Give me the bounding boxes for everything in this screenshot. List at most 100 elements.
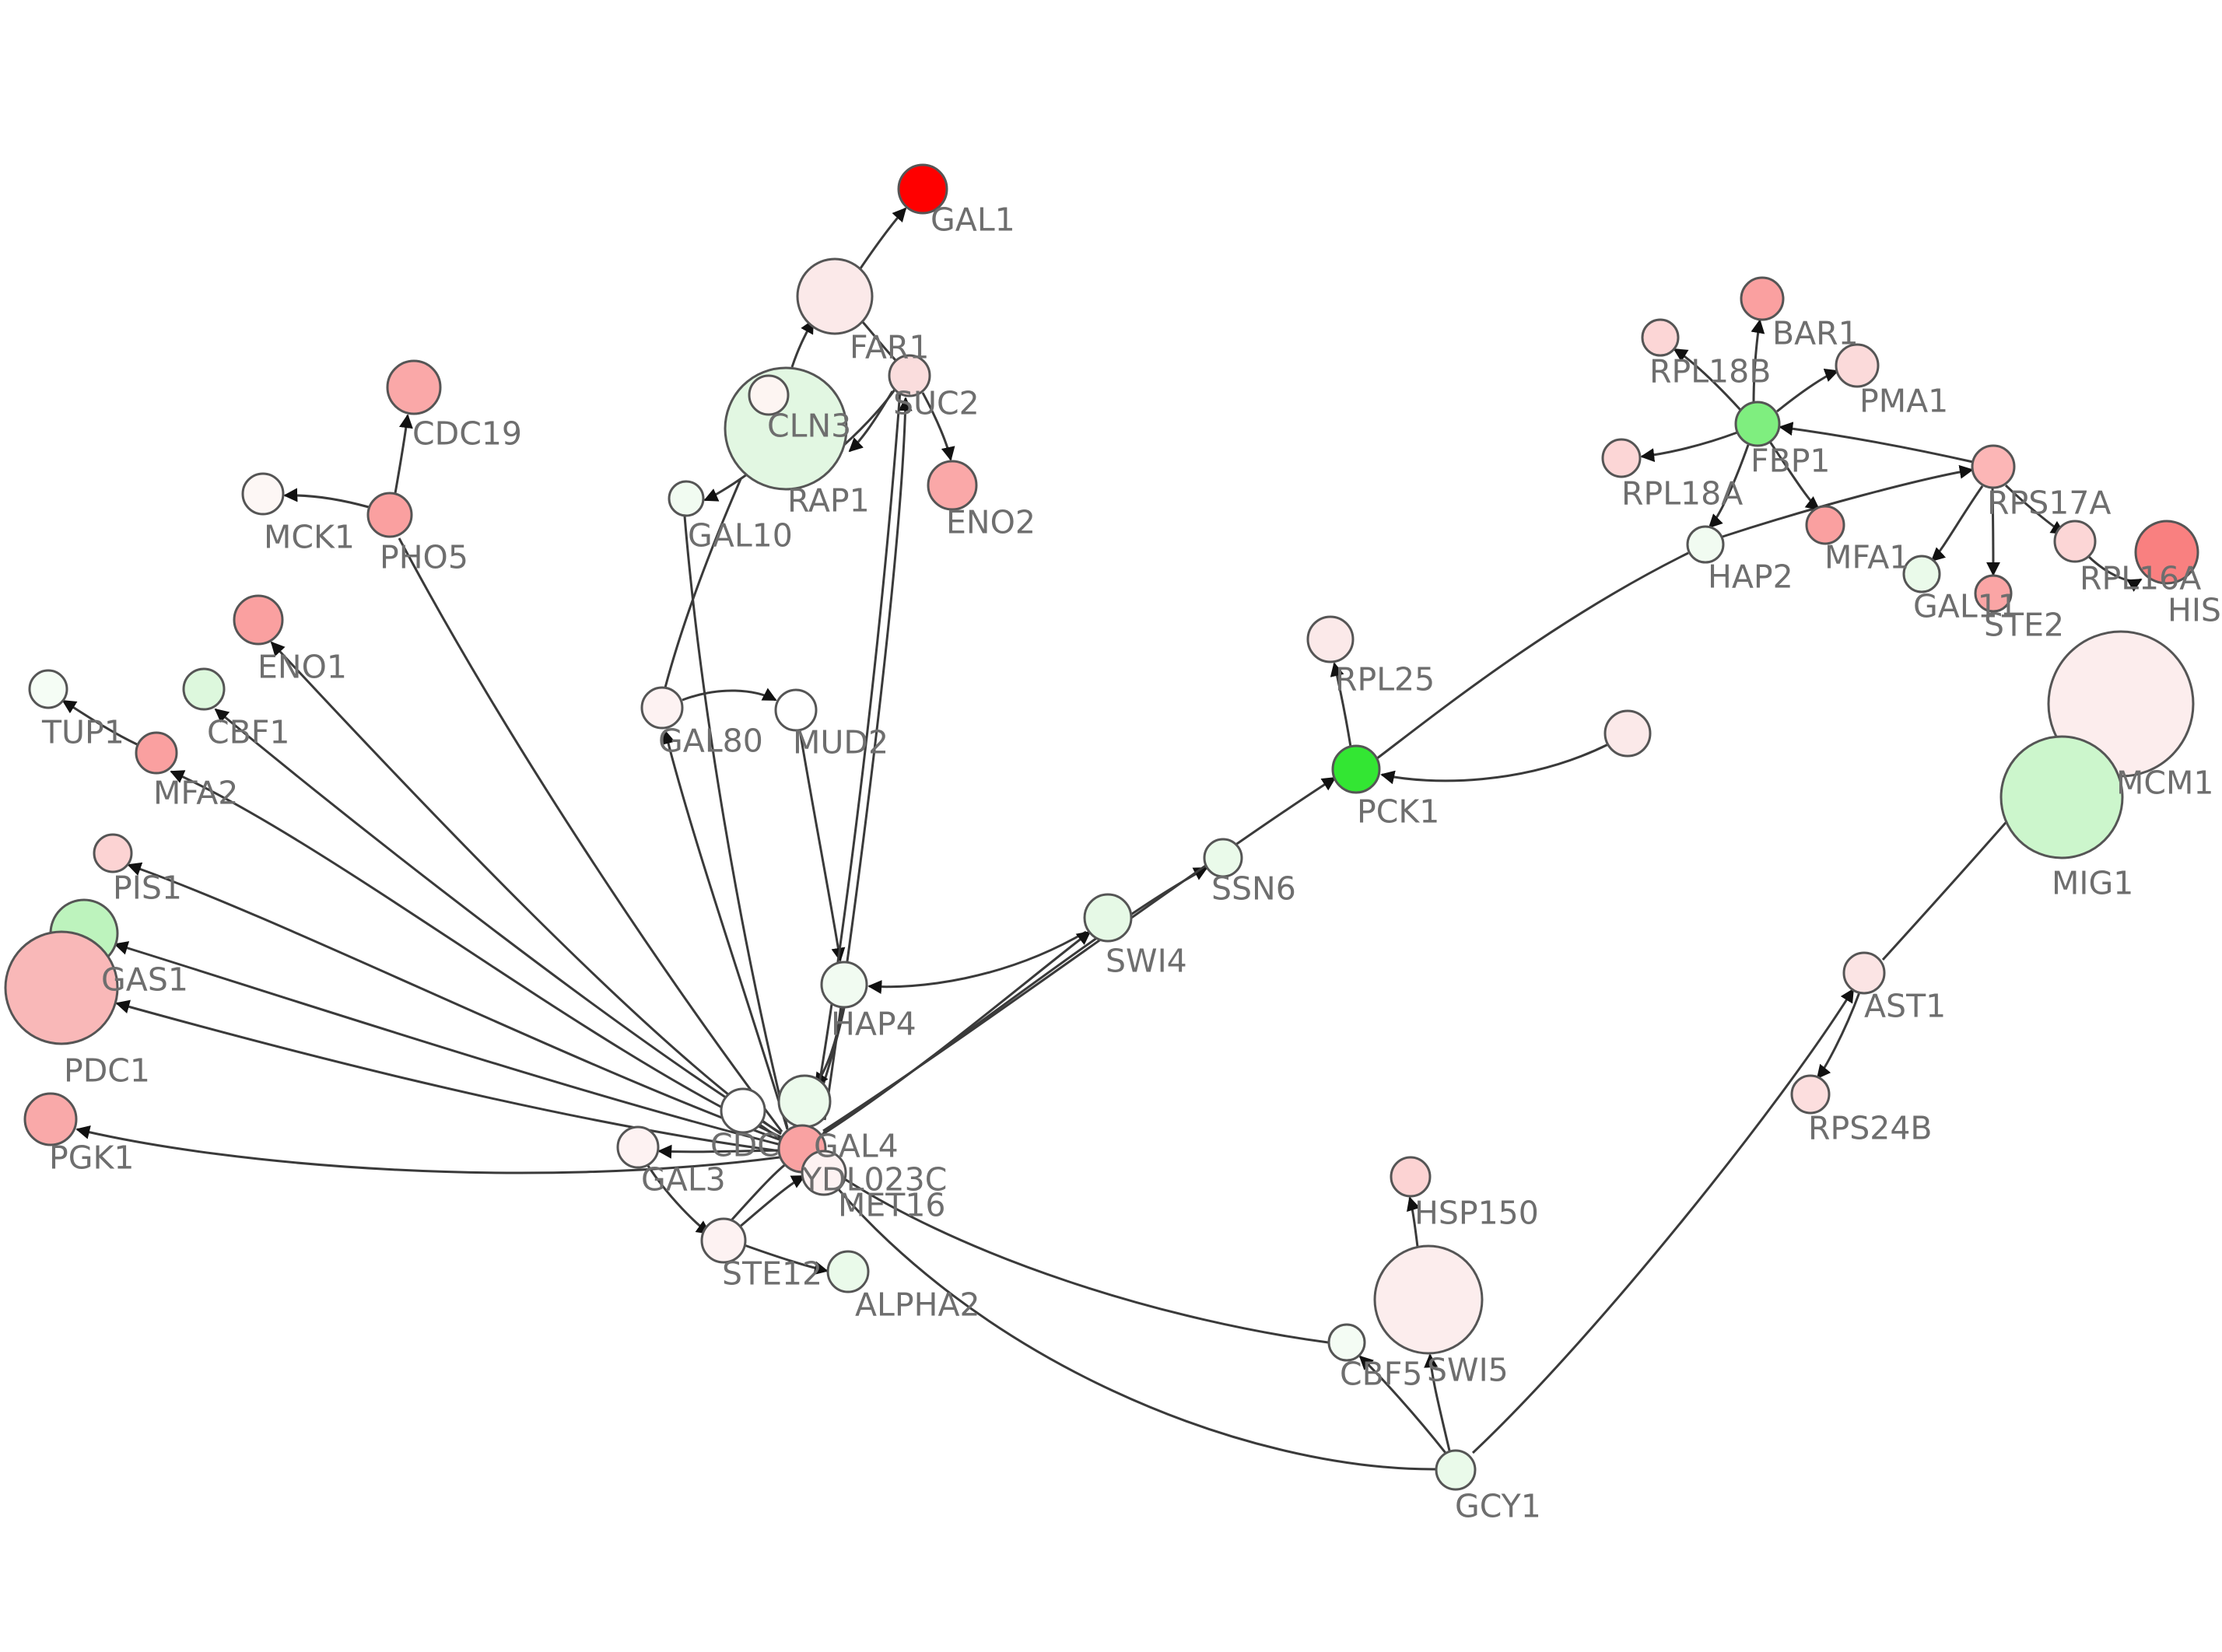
graph-node-alpha2[interactable]	[826, 1250, 870, 1293]
graph-node-unlabeled_1[interactable]	[1603, 709, 1652, 758]
node-label-cdc: CDC	[710, 1126, 780, 1164]
graph-edge	[817, 1164, 1436, 1471]
graph-node-his4[interactable]	[2134, 520, 2199, 585]
graph-node-ssn6[interactable]	[1203, 838, 1243, 878]
graph-node-ste2[interactable]	[1974, 574, 2013, 613]
graph-edge	[867, 930, 1087, 995]
graph-node-mfa2[interactable]	[135, 731, 178, 775]
node-label-met16: MET16	[838, 1186, 946, 1223]
graph-node-rpl18a[interactable]	[1601, 438, 1642, 478]
node-label-gal11: GAL11	[1913, 587, 2018, 625]
graph-edge	[683, 516, 789, 1129]
graph-node-eno2[interactable]	[927, 460, 978, 511]
graph-edge	[283, 488, 370, 509]
graph-node-gal10[interactable]	[668, 480, 705, 517]
graph-edge	[682, 688, 777, 702]
graph-node-mck1[interactable]	[241, 472, 285, 516]
graph-node-pdc1[interactable]	[4, 930, 119, 1045]
node-label-gal10: GAL10	[688, 516, 793, 554]
graph-node-bar1[interactable]	[1740, 276, 1785, 321]
graph-node-cbf1[interactable]	[182, 667, 226, 711]
graph-node-pis1[interactable]	[93, 833, 133, 873]
graph-node-suc2[interactable]	[888, 354, 931, 397]
graph-edge	[398, 537, 783, 1132]
node-label-far1: FAR1	[850, 328, 929, 366]
graph-node-ast1[interactable]	[1842, 951, 1886, 995]
node-label-hsp150: HSP150	[1414, 1194, 1539, 1231]
graph-edge	[1708, 444, 1750, 529]
graph-edge	[115, 999, 781, 1153]
graph-node-ste12[interactable]	[700, 1217, 747, 1264]
graph-node-hsp150[interactable]	[1390, 1156, 1432, 1198]
node-label-ste2: STE2	[1984, 606, 2064, 643]
graph-node-rpl25[interactable]	[1306, 615, 1355, 663]
graph-node-cdc19[interactable]	[386, 359, 442, 415]
graph-node-rps24b[interactable]	[1790, 1074, 1831, 1115]
graph-edge	[790, 319, 815, 368]
node-label-gal1: GAL1	[931, 201, 1015, 238]
graph-edge	[1673, 348, 1742, 411]
graph-node-swi4[interactable]	[1083, 893, 1133, 943]
graph-node-gal11[interactable]	[1902, 555, 1941, 593]
node-label-his4: HIS4	[2168, 591, 2222, 628]
graph-node-gal3[interactable]	[616, 1125, 660, 1169]
graph-node-gal80[interactable]	[640, 686, 684, 730]
graph-edge	[921, 392, 955, 461]
node-label-rap1: RAP1	[787, 481, 870, 519]
graph-edge	[127, 862, 782, 1142]
graph-node-cln3_inner[interactable]	[748, 374, 790, 416]
graph-edge	[1376, 551, 1689, 760]
graph-node-mig1[interactable]	[1999, 735, 2124, 859]
graph-edge	[214, 708, 782, 1135]
graph-node-mud2[interactable]	[774, 688, 818, 732]
nodes-layer	[4, 163, 2199, 1491]
node-label-pck1: PCK1	[1357, 793, 1439, 830]
graph-edge	[1471, 988, 1855, 1454]
graph-node-eno1[interactable]	[233, 594, 284, 646]
graph-edge	[394, 414, 413, 494]
graph-node-ydl023c[interactable]	[801, 1150, 847, 1196]
node-label-rps24b: RPS24B	[1808, 1109, 1933, 1146]
graph-edge	[730, 1160, 790, 1222]
graph-node-hap2[interactable]	[1686, 525, 1725, 564]
graph-edge	[657, 1144, 780, 1159]
graph-edge	[1358, 1355, 1447, 1454]
graph-node-cdc[interactable]	[720, 1087, 766, 1134]
graph-edge	[1424, 1353, 1451, 1451]
node-label-pma1: PMA1	[1859, 382, 1948, 419]
node-label-rpl16a: RPL16A	[2080, 559, 2201, 597]
graph-node-pck1[interactable]	[1331, 744, 1381, 794]
node-label-mfa1: MFA1	[1824, 538, 1909, 576]
graph-node-gcy1[interactable]	[1435, 1449, 1477, 1491]
graph-edge	[848, 390, 894, 453]
node-label-alpha2: ALPHA2	[855, 1286, 980, 1323]
graph-edge	[703, 473, 748, 502]
graph-node-gal1[interactable]	[897, 163, 948, 215]
graph-node-gal4_up[interactable]	[777, 1074, 832, 1129]
graph-node-rpl16a[interactable]	[2053, 520, 2097, 563]
graph-node-swi5[interactable]	[1373, 1244, 1484, 1355]
graph-node-mfa1[interactable]	[1805, 505, 1845, 545]
graph-node-pma1[interactable]	[1835, 343, 1880, 388]
graph-edge	[1751, 319, 1765, 403]
graph-node-pho5[interactable]	[366, 492, 413, 538]
graph-node-tup1[interactable]	[28, 669, 68, 709]
node-label-ste12: STE12	[722, 1255, 822, 1292]
graph-node-rpl18b[interactable]	[1641, 318, 1680, 357]
node-label-tup1: TUP1	[41, 713, 124, 751]
graph-node-pgk1[interactable]	[23, 1092, 78, 1146]
graph-edge	[270, 641, 782, 1136]
graph-edge	[1985, 487, 2000, 576]
graph-edge	[664, 478, 742, 688]
graph-node-far1[interactable]	[796, 257, 874, 335]
graph-edge	[1816, 992, 1861, 1080]
graph-node-rps17a[interactable]	[1971, 444, 2016, 489]
node-label-hap2: HAP2	[1708, 558, 1793, 595]
node-label-suc2: SUC2	[893, 384, 980, 422]
graph-node-fbp1[interactable]	[1734, 401, 1781, 447]
graph-node-cbf5[interactable]	[1327, 1323, 1366, 1362]
graph-edge	[798, 730, 846, 962]
graph-node-hap4[interactable]	[820, 961, 868, 1009]
